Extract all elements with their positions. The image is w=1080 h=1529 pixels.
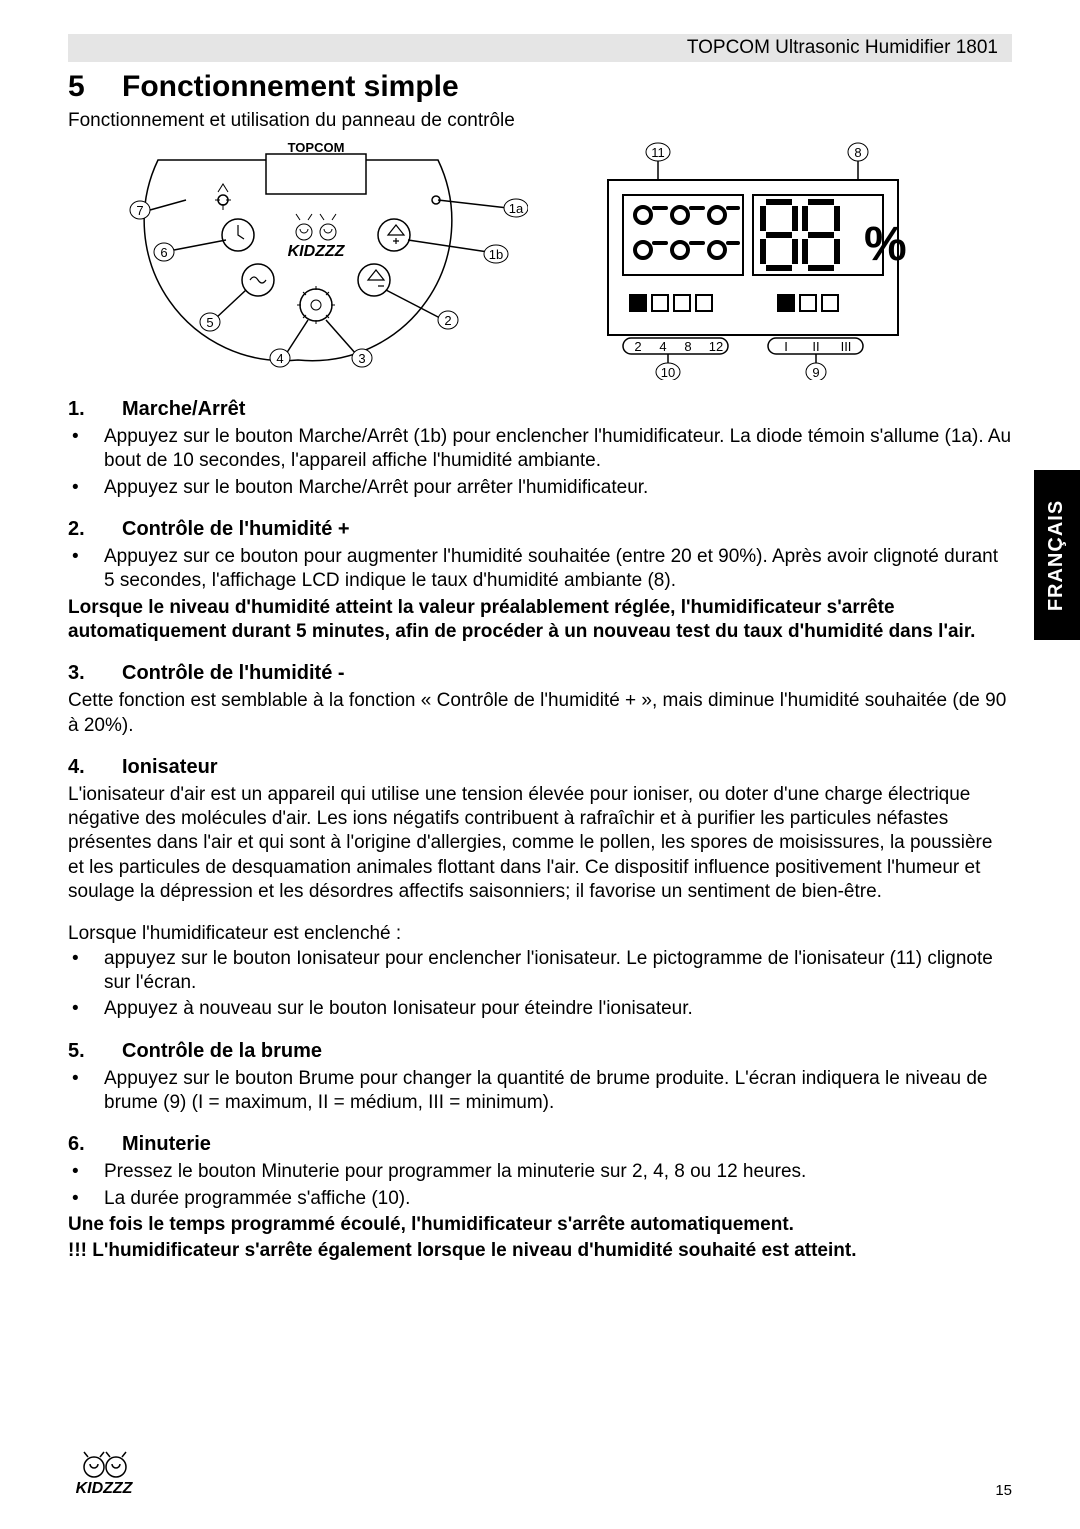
sub-3: 3.Contrôle de l'humidité - (68, 662, 1012, 685)
svg-text:2: 2 (444, 313, 451, 328)
footer: KIDZZZ 15 (68, 1451, 1012, 1499)
svg-text:I: I (784, 339, 788, 354)
bold-note-6b: !!! L'humidificateur s'arrête également … (68, 1239, 1012, 1263)
language-label: FRANÇAIS (1046, 499, 1069, 610)
list-4: appuyez sur le bouton Ionisateur pour en… (68, 947, 1012, 1022)
list-item: Appuyez sur le bouton Brume pour changer… (68, 1067, 1012, 1116)
body-4b: Lorsque l'humidificateur est enclenché : (68, 922, 1012, 946)
svg-text:KIDZZZ: KIDZZZ (288, 243, 346, 260)
list-item: appuyez sur le bouton Ionisateur pour en… (68, 947, 1012, 996)
lcd-diagram: % 24812 IIIIII (568, 140, 928, 380)
bold-note-2: Lorsque le niveau d'humidité atteint la … (68, 596, 1012, 645)
control-panel-diagram: TOPCOM KIDZZZ (68, 140, 528, 380)
product-name: TOPCOM Ultrasonic Humidifier 1801 (687, 37, 998, 58)
language-tab: FRANÇAIS (1034, 470, 1080, 640)
svg-text:9: 9 (812, 365, 819, 380)
svg-text:2: 2 (634, 339, 641, 354)
sub-6: 6.Minuterie (68, 1133, 1012, 1156)
svg-text:4: 4 (276, 351, 283, 366)
svg-text:12: 12 (709, 339, 723, 354)
intro-text: Fonctionnement et utilisation du panneau… (68, 110, 1012, 132)
diagrams-row: TOPCOM KIDZZZ (68, 140, 1012, 380)
sub-4: 4.Ionisateur (68, 756, 1012, 779)
list-item: Appuyez sur le bouton Marche/Arrêt (1b) … (68, 425, 1012, 474)
list-item: La durée programmée s'affiche (10). (68, 1187, 1012, 1211)
svg-text:8: 8 (854, 145, 861, 160)
body-3: Cette fonction est semblable à la foncti… (68, 689, 1012, 738)
list-item: Appuyez sur le bouton Marche/Arrêt pour … (68, 476, 1012, 500)
sub-1: 1.Marche/Arrêt (68, 398, 1012, 421)
list-item: Appuyez sur ce bouton pour augmenter l'h… (68, 545, 1012, 594)
svg-text:1a: 1a (509, 201, 524, 216)
svg-text:4: 4 (659, 339, 666, 354)
svg-text:III: III (841, 339, 852, 354)
svg-text:6: 6 (160, 245, 167, 260)
list-item: Appuyez à nouveau sur le bouton Ionisate… (68, 997, 1012, 1021)
svg-text:1b: 1b (489, 247, 503, 262)
header-bar: TOPCOM Ultrasonic Humidifier 1801 (68, 34, 1012, 62)
list-5: Appuyez sur le bouton Brume pour changer… (68, 1067, 1012, 1116)
svg-text:8: 8 (684, 339, 691, 354)
svg-text:10: 10 (661, 365, 675, 380)
svg-text:11: 11 (651, 145, 665, 160)
svg-text:5: 5 (206, 315, 213, 330)
sub-2: 2.Contrôle de l'humidité + (68, 518, 1012, 541)
list-6: Pressez le bouton Minuterie pour program… (68, 1160, 1012, 1211)
bold-note-6a: Une fois le temps programmé écoulé, l'hu… (68, 1213, 1012, 1237)
section-number: 5 (68, 70, 122, 104)
page-number: 15 (995, 1482, 1012, 1499)
section-title: 5Fonctionnement simple (68, 70, 1012, 104)
svg-text:3: 3 (358, 351, 365, 366)
section-text: Fonctionnement simple (122, 70, 459, 103)
svg-text:TOPCOM: TOPCOM (288, 140, 345, 155)
sub-5: 5.Contrôle de la brume (68, 1040, 1012, 1063)
list-1: Appuyez sur le bouton Marche/Arrêt (1b) … (68, 425, 1012, 500)
list-2: Appuyez sur ce bouton pour augmenter l'h… (68, 545, 1012, 594)
svg-text:%: % (864, 218, 907, 271)
svg-text:KIDZZZ: KIDZZZ (76, 1480, 134, 1497)
list-item: Pressez le bouton Minuterie pour program… (68, 1160, 1012, 1184)
svg-text:II: II (812, 339, 819, 354)
svg-text:7: 7 (136, 203, 143, 218)
body-4a: L'ionisateur d'air est un appareil qui u… (68, 783, 1012, 905)
kidzzz-logo-icon: KIDZZZ (68, 1451, 148, 1499)
